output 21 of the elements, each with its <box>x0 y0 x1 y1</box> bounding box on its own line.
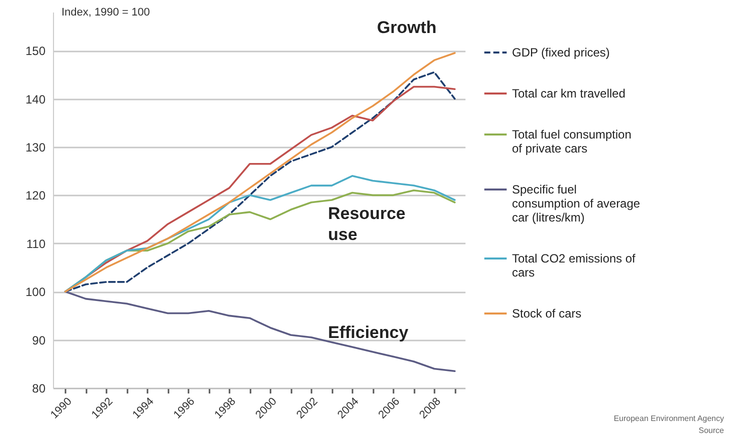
y-tick-label: 130 <box>25 140 46 154</box>
y-tick-label: 90 <box>32 333 46 348</box>
legend-label: Total CO2 emissions of cars <box>512 252 636 280</box>
line-series <box>64 290 456 372</box>
text: Source <box>698 425 724 437</box>
y-tick-label: 120 <box>25 188 46 203</box>
legend-label: Specific fuel consumption of average car (litres/km) <box>512 182 640 224</box>
y-tick-label: 100 <box>25 285 46 300</box>
annotation: Efficiency <box>328 322 408 343</box>
text: European Environment Agency <box>614 413 724 425</box>
y-tick-label: 150 <box>25 44 46 58</box>
legend-label: Stock of cars <box>512 306 582 320</box>
annotation: Growth <box>377 17 436 38</box>
legend-label: Total fuel consumption of private cars <box>512 128 632 156</box>
annotation: Resource use <box>328 203 406 245</box>
y-tick-label: 140 <box>25 92 46 106</box>
y-tick-label: 80 <box>32 382 46 396</box>
y-axis-title: Index, 1990 = 100 <box>62 6 150 18</box>
legend-label: Total car km travelled <box>512 86 626 100</box>
legend-label: GDP (fixed prices) <box>512 46 610 60</box>
y-tick-label: 110 <box>26 236 46 251</box>
